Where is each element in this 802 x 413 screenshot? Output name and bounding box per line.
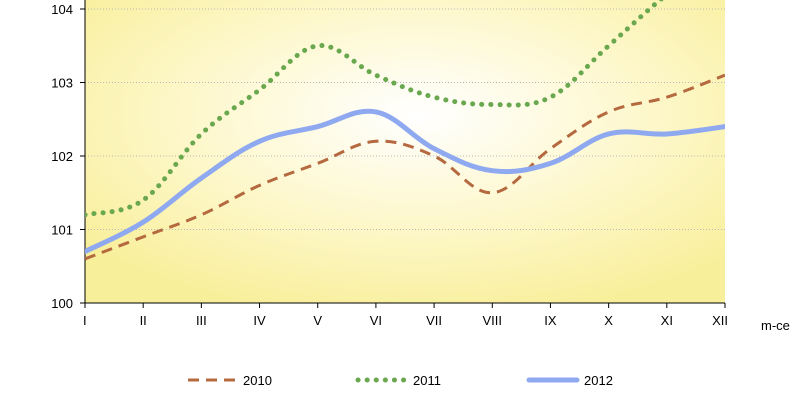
legend-label: 2012 (584, 373, 613, 388)
series-line-2010 (85, 73, 725, 261)
y-tick-label: 101 (51, 223, 73, 238)
x-tick-label: XII (712, 313, 728, 328)
x-tick-label: II (140, 313, 147, 328)
y-tick-label: 103 (51, 76, 73, 91)
y-tick-label: 102 (51, 149, 73, 164)
x-tick-label: V (313, 313, 322, 328)
x-tick-label: VII (426, 313, 442, 328)
x-tick-label: X (604, 313, 613, 328)
legend-label: 2010 (243, 373, 272, 388)
series-lines (85, 0, 725, 261)
x-tick-label: IV (253, 313, 266, 328)
legend: 2010 2011 2012 (188, 373, 613, 388)
x-tick-label: IX (544, 313, 557, 328)
x-tick-label: I (83, 313, 87, 328)
x-tick-label: VIII (483, 313, 503, 328)
y-tick-label: 104 (51, 2, 73, 17)
legend-label: 2011 (413, 373, 441, 388)
x-tick-label: VI (370, 313, 382, 328)
x-tick-label: III (196, 313, 207, 328)
series-line-2012 (85, 108, 725, 255)
x-tick-label: XI (661, 313, 673, 328)
series-line-2011 (85, 0, 664, 218)
plot-area-background (85, 0, 725, 303)
x-axis-title: m-ce (761, 318, 790, 333)
y-tick-label: 100 (51, 296, 73, 311)
